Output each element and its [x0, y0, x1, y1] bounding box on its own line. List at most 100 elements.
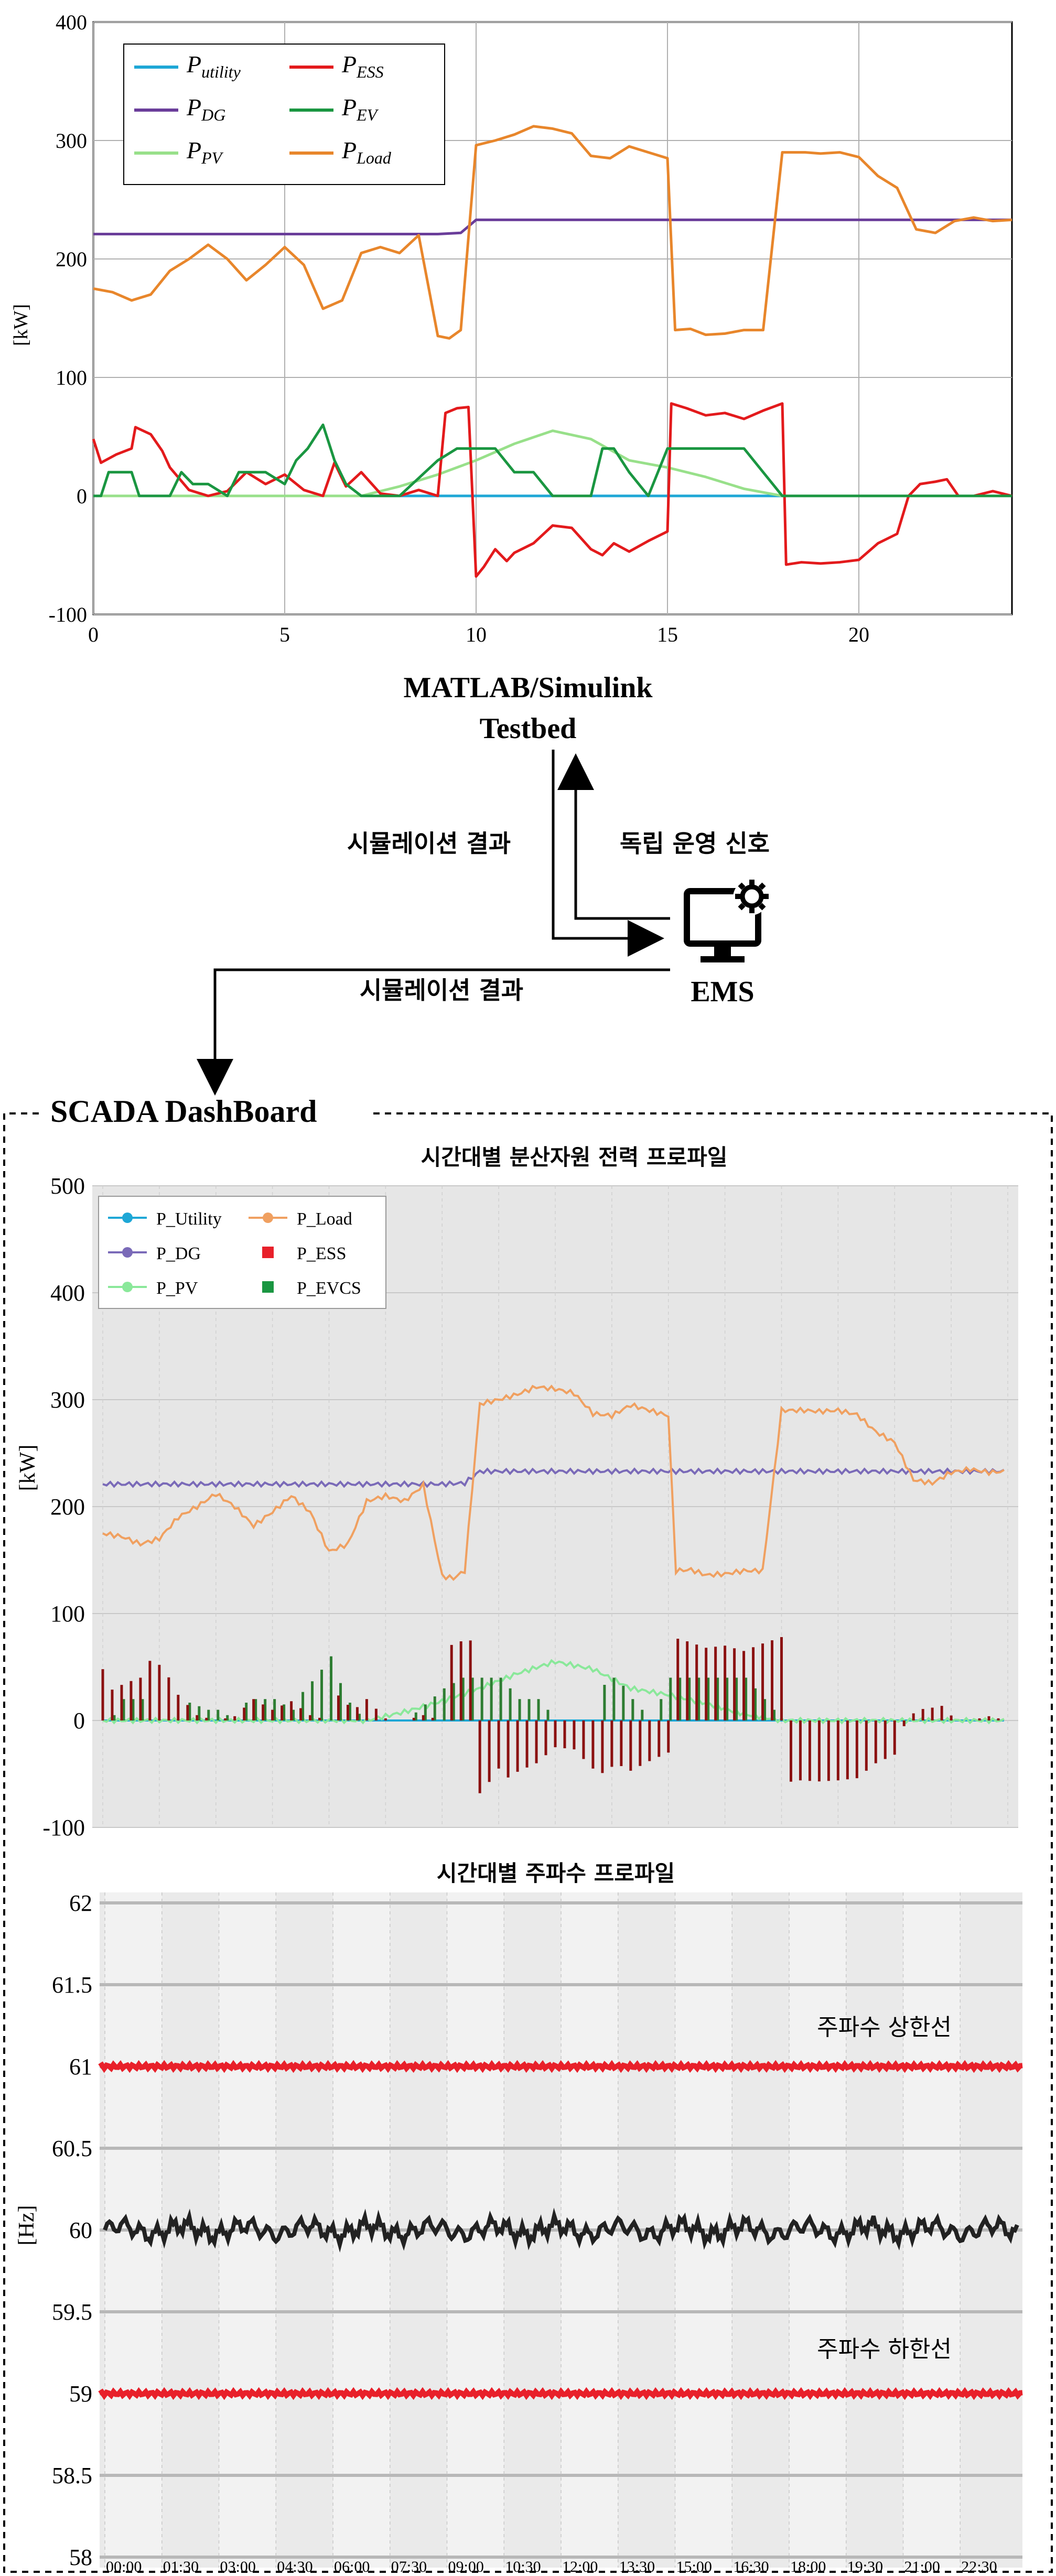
freq-x-tick-label: 10:30 [505, 2558, 541, 2575]
series-group [92, 125, 1012, 578]
computer-gear-icon [684, 880, 769, 962]
y-tick-label: -100 [49, 603, 87, 626]
freq-series-group [98, 2060, 1023, 2400]
power-line-p_load [102, 1384, 1005, 1581]
freq-y-tick-label: 60 [69, 2217, 92, 2243]
lower-limit-annotation: 주파수 하한선 [817, 2336, 952, 2363]
series-line-p_load [93, 125, 1012, 340]
power-y-tick-label: 100 [50, 1601, 85, 1627]
power-legend-swatch [262, 1281, 274, 1293]
power-legend-label: P_ESS [297, 1244, 347, 1263]
power-chart-title: 시간대별 분산자원 전력 프로파일 [421, 1144, 728, 1170]
freq-x-tick-label: 06:00 [334, 2558, 370, 2575]
legend-box [123, 44, 445, 185]
upper-limit-annotation: 주파수 상한선 [817, 2014, 952, 2041]
y-tick-label: 300 [56, 129, 87, 153]
power-y-tick-label: 500 [50, 1173, 85, 1199]
x-tick-labels: 0 5 10 15 20 [88, 623, 869, 646]
dashboard-title: SCADA DashBoard [50, 1094, 317, 1129]
freq-x-tick-label: 01:30 [163, 2558, 199, 2575]
power-y-axis-label: [kW] [16, 1445, 40, 1491]
legend-label: PPV [186, 137, 224, 167]
signal-arrow [557, 753, 670, 920]
power-legend-label: P_EVCS [297, 1279, 361, 1298]
y-axis-label: [kW] [10, 304, 32, 346]
freq-y-axis-label: [Hz] [15, 2205, 39, 2246]
power-legend-marker [263, 1213, 273, 1223]
freq-x-tick-label: 03:00 [220, 2558, 256, 2575]
y-tick-labels: -100 0 100 200 300 400 [49, 10, 87, 626]
power-legend-label: P_Load [297, 1209, 352, 1229]
freq-x-tick-label: 19:30 [847, 2558, 883, 2575]
result-left-label: 시뮬레이션 결과 [347, 829, 511, 858]
freq-x-tick-label: 21:00 [904, 2558, 940, 2575]
freq-y-tick-label: 58.5 [52, 2463, 92, 2488]
y-tick-label: 200 [56, 247, 87, 271]
scada-arrow [197, 968, 670, 1096]
freq-x-tick-label: 00:00 [106, 2558, 142, 2575]
series-line-p_dg [93, 218, 1012, 236]
power-y-tick-label: 300 [50, 1387, 85, 1413]
power-line-p_pv [102, 1659, 1005, 1725]
power-y-tick-label: -100 [42, 1815, 85, 1841]
power-y-tick-label: 0 [73, 1708, 85, 1734]
flow-diagram: 시뮬레이션 결과 독립 운영 신호 시뮬레이션 결과 [197, 750, 770, 1096]
freq-y-tick-label: 60.5 [52, 2136, 92, 2161]
upper-limit-line [98, 2060, 1023, 2073]
power-legend-label: P_PV [156, 1279, 198, 1298]
freq-x-tick-label: 16:30 [733, 2558, 769, 2575]
x-tick-label: 20 [848, 623, 869, 646]
freq-x-tick-labels: 00:00 01:30 03:00 04:30 06:00 07:30 09:00 10:30… [106, 2558, 997, 2575]
legend-label: PEV [341, 94, 379, 124]
power-legend-marker [122, 1247, 133, 1258]
freq-y-tick-label: 62 [69, 1890, 92, 1916]
freq-x-tick-label: 12:00 [562, 2558, 598, 2575]
freq-x-tick-label: 07:30 [391, 2558, 427, 2575]
result-bottom-label: 시뮬레이션 결과 [360, 976, 523, 1004]
legend-label: PESS [341, 51, 384, 81]
power-legend-marker [122, 1213, 133, 1223]
dashboard-border [3, 1112, 1053, 2573]
power-y-tick-labels: -100 0 100 200 300 400 500 [42, 1173, 85, 1841]
x-tick-label: 0 [88, 623, 99, 646]
freq-y-tick-label: 61 [69, 2054, 92, 2080]
series-line-p_ev [93, 423, 1012, 497]
power-legend-swatch [262, 1247, 274, 1258]
testbed-label: Testbed [480, 712, 577, 745]
freq-chart-title: 시간대별 주파수 프로파일 [437, 1860, 675, 1886]
legend-label: PDG [186, 94, 225, 124]
freq-x-tick-label: 09:00 [448, 2558, 484, 2575]
power-series-group [101, 1384, 1005, 1793]
matlab-label: MATLAB/Simulink [403, 672, 653, 704]
x-tick-label: 10 [466, 623, 487, 646]
x-tick-label: 5 [279, 623, 290, 646]
freq-x-tick-label: 18:00 [790, 2558, 826, 2575]
freq-y-tick-labels: 58 58.5 59 59.5 60 60.5 61 61.5 62 [52, 1890, 92, 2570]
y-tick-label: 100 [56, 366, 87, 389]
power-y-tick-label: 400 [50, 1280, 85, 1306]
power-legend-label: P_DG [156, 1244, 201, 1263]
power-y-tick-label: 200 [50, 1494, 85, 1520]
y-tick-label: 400 [56, 10, 87, 34]
scada-dashboard: SCADA DashBoard 시간대별 분산자원 전력 프로파일 -10001… [3, 1094, 1053, 2575]
freq-x-tick-label: 13:30 [619, 2558, 655, 2575]
freq-y-tick-label: 61.5 [52, 1972, 92, 1998]
frequency-line [103, 2207, 1019, 2253]
legend-label: PLoad [341, 137, 392, 167]
signal-right-label: 독립 운영 신호 [620, 829, 770, 858]
power-legend-label: P_Utility [156, 1209, 222, 1229]
result-arrow [552, 750, 664, 957]
ems-label: EMS [691, 976, 754, 1008]
power-legend-marker [122, 1282, 133, 1292]
y-tick-label: 0 [77, 484, 87, 508]
series-line-p_pv [93, 429, 1012, 497]
freq-y-tick-label: 59 [69, 2381, 92, 2407]
power-legend: P_Utility P_Load P_DG P_ESS P_PV P_EVCS [98, 1196, 386, 1309]
lower-limit-line [98, 2387, 1023, 2400]
freq-y-tick-label: 58 [69, 2545, 92, 2570]
freq-x-tick-label: 04:30 [277, 2558, 313, 2575]
freq-x-tick-label: 15:00 [676, 2558, 712, 2575]
x-tick-label: 15 [657, 623, 678, 646]
